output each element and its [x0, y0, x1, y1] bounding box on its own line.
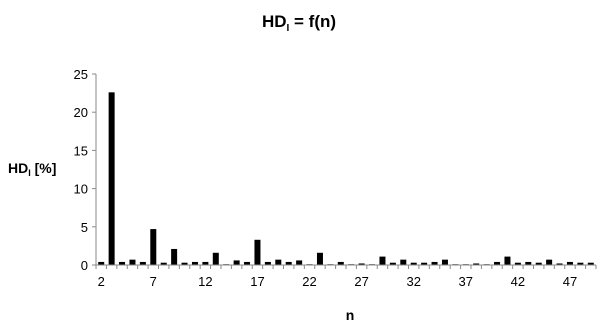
- x-tick-label: 42: [511, 274, 525, 289]
- y-tick-label: 20: [74, 105, 88, 120]
- x-axis-label: n: [346, 307, 355, 323]
- bar-n-41: [504, 256, 511, 265]
- bar-n-44: [535, 262, 542, 265]
- bars: [98, 92, 594, 265]
- bar-n-19: [275, 259, 282, 265]
- bar-n-49: [587, 262, 594, 265]
- y-tick-label: 5: [81, 220, 88, 235]
- bar-n-3: [108, 92, 115, 265]
- bar-n-42: [514, 262, 521, 265]
- x-tick-label: 32: [406, 274, 420, 289]
- y-tick-label: 25: [74, 67, 88, 82]
- y-axis-ticks: 0 5 10 15 20 25: [74, 67, 96, 273]
- x-tick-label: 27: [354, 274, 368, 289]
- bar-n-12: [202, 261, 209, 265]
- x-tick-label: 17: [250, 274, 264, 289]
- bar-n-16: [244, 261, 251, 265]
- x-axis-ticks: 2 7 12 17 22 27 32 37 42 47: [95, 265, 597, 289]
- bar-n-8: [160, 262, 167, 265]
- x-tick-label: 2: [98, 274, 105, 289]
- bar-n-47: [566, 261, 573, 265]
- y-tick-label: 10: [74, 182, 88, 197]
- bar-n-4: [119, 261, 126, 265]
- y-axis-label: HDI [%]: [8, 160, 56, 178]
- bar-n-21: [296, 260, 303, 265]
- bar-n-2: [98, 261, 105, 265]
- bar-n-31: [400, 259, 407, 265]
- bar-n-32: [410, 262, 417, 265]
- bar-n-48: [577, 262, 584, 265]
- y-tick-label: 0: [81, 258, 88, 273]
- bar-n-10: [181, 262, 188, 265]
- bar-n-25: [337, 261, 344, 265]
- bar-n-13: [212, 252, 219, 265]
- bar-n-27: [358, 263, 365, 265]
- x-tick-label: 37: [459, 274, 473, 289]
- x-tick-label: 47: [563, 274, 577, 289]
- chart-title: HDI = f(n): [262, 12, 336, 34]
- bar-n-43: [525, 261, 532, 265]
- bar-n-46: [556, 263, 563, 265]
- bar-n-6: [139, 261, 146, 265]
- bar-n-18: [264, 261, 271, 265]
- x-tick-label: 22: [302, 274, 316, 289]
- bar-n-20: [285, 261, 292, 265]
- bar-n-23: [316, 252, 323, 265]
- bar-n-7: [150, 229, 157, 265]
- x-tick-label: 12: [198, 274, 212, 289]
- y-tick-label: 15: [74, 143, 88, 158]
- bar-n-11: [191, 261, 198, 265]
- bar-n-5: [129, 259, 136, 265]
- bar-n-30: [389, 262, 396, 265]
- bar-n-45: [546, 259, 553, 265]
- bar-n-33: [421, 262, 428, 265]
- bar-n-29: [379, 256, 386, 265]
- bar-n-40: [494, 261, 501, 265]
- bar-n-15: [233, 260, 240, 265]
- bar-n-17: [254, 239, 261, 265]
- x-tick-label: 7: [150, 274, 157, 289]
- bar-n-38: [473, 263, 480, 265]
- bar-n-35: [441, 259, 448, 265]
- bar-n-9: [171, 248, 178, 265]
- bar-n-34: [431, 261, 438, 265]
